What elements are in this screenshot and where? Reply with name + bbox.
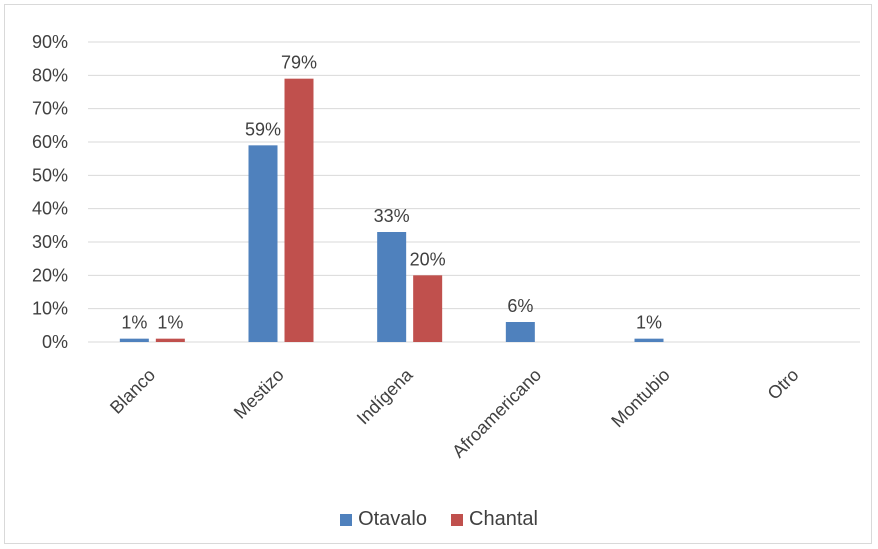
y-tick-label: 50% <box>32 165 68 185</box>
bar-otavalo <box>377 232 407 342</box>
bar-otavalo <box>505 322 535 342</box>
bar-chantal <box>155 338 185 342</box>
y-tick-label: 80% <box>32 65 68 85</box>
legend-swatch-otavalo <box>340 513 353 526</box>
data-label: 1% <box>636 313 662 333</box>
legend-swatch-chantal <box>451 513 463 526</box>
x-tick-label: Otro <box>764 365 803 404</box>
y-tick-label: 90% <box>32 32 68 52</box>
data-label: 33% <box>374 206 410 226</box>
data-label: 59% <box>245 119 281 139</box>
y-tick-label: 10% <box>32 299 68 319</box>
y-tick-label: 40% <box>32 199 68 219</box>
y-tick-label: 30% <box>32 232 68 252</box>
y-tick-label: 20% <box>32 265 68 285</box>
y-tick-label: 70% <box>32 99 68 119</box>
data-label: 1% <box>121 313 147 333</box>
x-tick-label: Montubio <box>607 365 674 432</box>
bar-otavalo <box>634 338 664 342</box>
legend-label-chantal: Chantal <box>469 508 538 530</box>
x-tick-label: Afroamericano <box>448 365 545 462</box>
bar-otavalo <box>248 145 278 342</box>
bar-chantal <box>413 275 443 342</box>
chart-frame <box>4 4 872 544</box>
legend-item-chantal: Chantal <box>451 508 538 531</box>
y-tick-label: 60% <box>32 132 68 152</box>
data-label: 79% <box>281 53 317 73</box>
bar-chantal <box>284 78 314 343</box>
data-label: 1% <box>157 313 183 333</box>
y-tick-label: 0% <box>42 332 68 352</box>
x-tick-label: Mestizo <box>230 365 288 423</box>
x-tick-label: Blanco <box>106 365 159 418</box>
legend-item-otavalo: Otavalo <box>340 508 427 531</box>
data-label: 6% <box>507 296 533 316</box>
data-label: 20% <box>410 249 446 269</box>
x-tick-label: Indígena <box>353 364 417 428</box>
bar-otavalo <box>119 338 149 342</box>
legend: Otavalo Chantal <box>0 508 878 531</box>
legend-label-otavalo: Otavalo <box>358 508 427 530</box>
